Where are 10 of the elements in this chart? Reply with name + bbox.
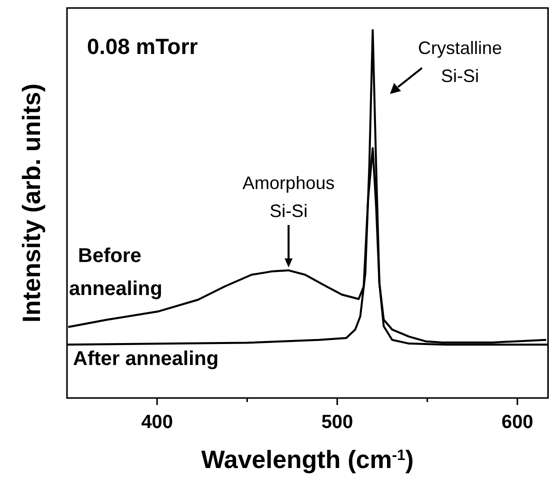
- x-tick-label: 500: [321, 412, 354, 433]
- x-tick-label: 400: [141, 412, 173, 433]
- y-axis-title: Intensity (arb. units): [18, 84, 46, 322]
- x-tick-label: 600: [502, 412, 534, 433]
- annotation: 0.08 mTorr: [87, 34, 198, 59]
- x-axis-title: Wavelength (cm$^{-1}$): [201, 446, 414, 474]
- annotation: Amorphous Si-Si: [242, 173, 335, 221]
- series-label: Before annealing: [69, 245, 162, 300]
- annotation: Crystalline Si-Si: [418, 38, 502, 86]
- series-label: After annealing: [73, 348, 219, 370]
